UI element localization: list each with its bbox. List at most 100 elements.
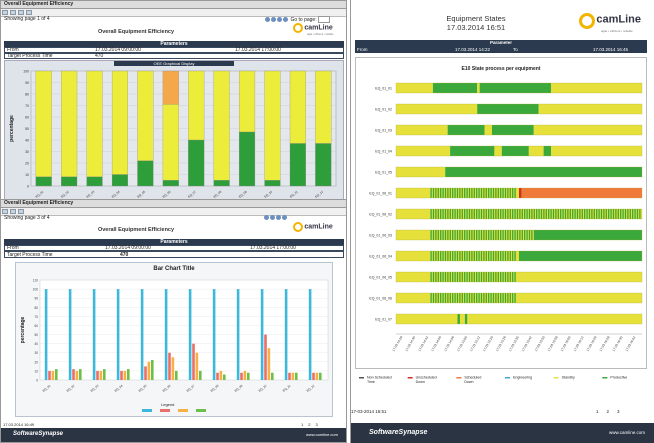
state-stripe-productive (492, 209, 495, 219)
next-page-icon[interactable] (276, 215, 281, 221)
state-stripe-productive (608, 209, 610, 219)
bar-blue (68, 289, 72, 380)
state-stripe-productive (639, 209, 641, 219)
state-segment-standby (550, 83, 642, 93)
page-link-1[interactable]: 1 (301, 422, 304, 427)
timeline-chart-area: E10 State process per equipment EQ_01_01… (355, 57, 647, 369)
state-segment-productive (447, 125, 485, 135)
next-page-icon[interactable] (277, 17, 283, 22)
state-stripe-productive (430, 188, 432, 198)
state-stripe-productive (490, 230, 492, 240)
bar-orange (291, 372, 295, 380)
last-page-icon[interactable] (282, 215, 287, 221)
state-stripe-productive (437, 293, 439, 303)
y-tick-label: 110 (33, 279, 38, 283)
state-bar-outline (395, 187, 643, 199)
bar-segment-green (289, 143, 306, 187)
state-stripe-productive (483, 230, 485, 240)
bar-chart-area: Bar Chart Title 110 100 90 80 70 60 50 40 30 20 10… (15, 262, 333, 417)
legend-swatch (505, 377, 510, 379)
bar-red (240, 372, 243, 380)
toolbar-button-refresh[interactable] (18, 10, 24, 15)
state-stripe-productive (502, 251, 504, 261)
state-stripe-productive (627, 209, 629, 219)
state-stripe-productive (495, 251, 497, 261)
state-stripe-productive (634, 209, 636, 219)
legend-swatch-red (160, 409, 170, 412)
goto-page-label: Go to page: (290, 16, 317, 23)
state-stripe-productive (632, 209, 634, 219)
legend-label: Productive (610, 376, 627, 380)
state-segment-down (519, 188, 522, 198)
param-target-value: 470 (95, 53, 104, 59)
state-stripe-productive (464, 188, 466, 198)
bar-blue (260, 289, 264, 380)
toolbar-button-export[interactable] (10, 209, 16, 214)
state-stripe-productive (473, 293, 475, 303)
state-stripe-productive (485, 230, 487, 240)
bar-segment-green (86, 176, 103, 187)
camline-logo: camLine agile • efficient • reliable (579, 13, 651, 37)
parameter-header: Parameter (355, 40, 647, 46)
page-link-2[interactable]: 2 (308, 422, 311, 427)
time-tick-label: 17.03 16:20 (586, 335, 598, 352)
state-stripe-productive (442, 293, 444, 303)
page-link-3[interactable]: 3 (315, 422, 318, 427)
state-stripe-productive (504, 230, 507, 240)
grouped-bar-chart: 1101009080706050403020100percentageEQ_01… (20, 279, 329, 393)
toolbar-button-zoom[interactable] (26, 10, 32, 15)
state-legend: Non Scheduled Time Unscheduled Down Schedule… (355, 374, 647, 388)
report-timestamp: 17.03.2014 16:49 (3, 422, 35, 427)
state-stripe-productive (507, 188, 509, 198)
page-link-2[interactable]: 2 (606, 409, 610, 414)
state-stripe-productive (588, 209, 591, 219)
state-stripe-productive (504, 188, 507, 198)
page-link-3[interactable]: 3 (617, 409, 620, 414)
state-stripe-productive (471, 272, 473, 282)
state-stripe-productive (560, 209, 562, 219)
toolbar-button-export[interactable] (10, 10, 16, 15)
equipment-label: EQ_01_07 (375, 318, 392, 322)
state-stripe-productive (584, 209, 586, 219)
x-tick-label: EQ_03 (90, 383, 100, 392)
state-stripe-productive (490, 251, 492, 261)
x-tick-label: EQ_12 (306, 383, 316, 392)
param-row-target: Target Process Time 470 (4, 53, 344, 59)
goto-page-input[interactable] (318, 16, 330, 23)
last-page-icon[interactable] (283, 17, 289, 22)
time-tick-label: 17.03 15:28 (495, 335, 507, 352)
bar-orange (243, 370, 247, 380)
state-stripe-productive (478, 188, 480, 198)
state-stripe-productive (509, 230, 511, 240)
state-stripe-productive (432, 251, 435, 261)
state-stripe-productive (557, 209, 559, 219)
first-page-icon[interactable] (265, 17, 271, 22)
page-link-1[interactable]: 1 (596, 409, 599, 414)
bar-green (295, 372, 298, 380)
state-stripe-productive (471, 230, 473, 240)
state-stripe-productive (555, 209, 557, 219)
first-page-icon[interactable] (264, 215, 269, 221)
prev-page-icon[interactable] (270, 215, 275, 221)
prev-page-icon[interactable] (271, 17, 277, 22)
bar-segment-orange (162, 70, 179, 105)
legend-swatch (456, 377, 462, 379)
state-segment-standby (550, 146, 642, 156)
state-stripe-productive (437, 209, 439, 219)
toolbar-button-print[interactable] (2, 209, 8, 214)
bar-orange (171, 357, 175, 380)
bar-segment-green (188, 139, 205, 187)
state-segment-standby (459, 314, 465, 324)
y-tick-label: 90 (34, 297, 38, 301)
state-segment-standby (396, 83, 433, 93)
state-stripe-productive (483, 209, 485, 219)
state-stripe-productive (509, 272, 511, 282)
y-tick-label: 10 (34, 369, 38, 373)
state-stripe-productive (476, 230, 478, 240)
state-stripe-productive (449, 251, 451, 261)
toolbar-button-print[interactable] (2, 10, 8, 15)
panel-equipment-states: Equipment States 17.03.2014 16:51 camLin… (350, 0, 654, 443)
toolbar-button-refresh[interactable] (18, 209, 24, 214)
state-stripe-productive (596, 209, 598, 219)
equipment-label: EQ_01_06_02 (369, 213, 392, 217)
